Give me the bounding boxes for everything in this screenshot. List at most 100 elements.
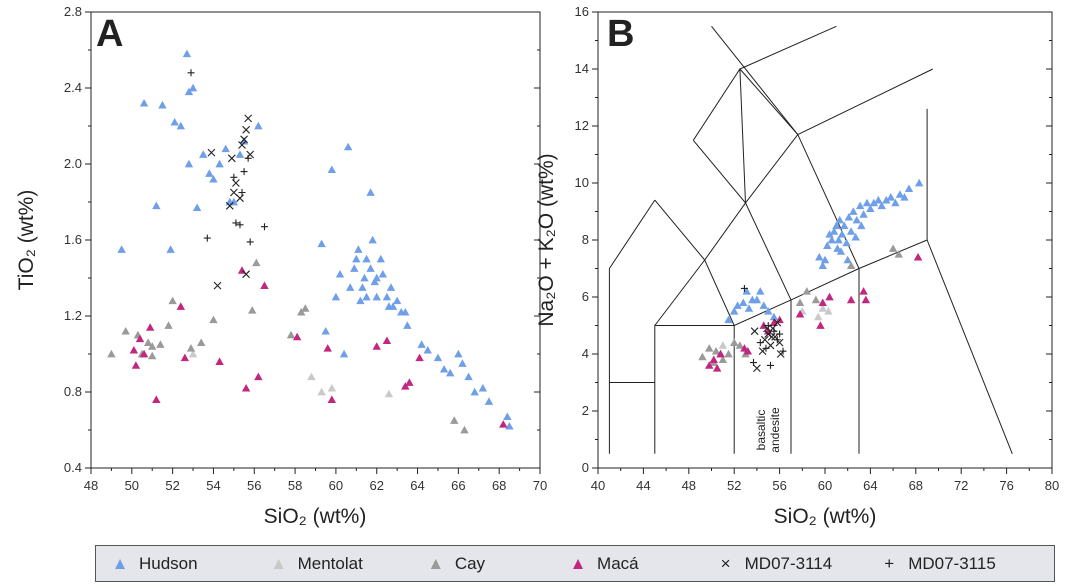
data-point-md07-3114 bbox=[773, 318, 782, 327]
data-point-md07-3114 bbox=[213, 281, 222, 290]
plot-b-frame bbox=[597, 11, 1053, 469]
data-point-cay bbox=[795, 298, 805, 307]
data-point-hudson bbox=[505, 422, 514, 430]
data-point-hudson bbox=[895, 190, 905, 198]
data-point-hudson bbox=[392, 296, 402, 305]
y-tick-label: 12 bbox=[575, 118, 589, 133]
data-point-md07-3115 bbox=[260, 223, 268, 231]
data-point-mac- bbox=[775, 315, 784, 324]
data-point-hudson bbox=[182, 49, 192, 58]
data-point-mac- bbox=[859, 287, 868, 295]
data-point-cay bbox=[450, 416, 459, 424]
data-point-hudson bbox=[877, 201, 886, 210]
triangle-icon: ▲ bbox=[569, 553, 587, 573]
y-tick-label: 16 bbox=[575, 4, 589, 19]
plot-b-points bbox=[698, 178, 924, 373]
x-tick-label: 64 bbox=[863, 478, 877, 493]
data-point-md07-3115 bbox=[762, 344, 770, 352]
data-point-hudson bbox=[842, 238, 851, 247]
x-icon: × bbox=[720, 553, 731, 573]
data-point-mentolat bbox=[813, 312, 823, 321]
data-point-cay bbox=[811, 295, 821, 304]
data-point-hudson bbox=[837, 230, 847, 238]
data-point-hudson bbox=[904, 184, 914, 193]
data-point-hudson bbox=[433, 353, 443, 362]
data-point-mac- bbox=[135, 334, 145, 343]
data-point-cay bbox=[209, 315, 218, 324]
data-point-hudson bbox=[742, 287, 751, 295]
data-point-mac- bbox=[139, 349, 149, 358]
data-point-hudson bbox=[170, 118, 179, 126]
x-tick-label: 64 bbox=[410, 478, 424, 493]
legend: ▲ Hudson ▲ Mentolat ▲ Cay ▲ Macá × MD07-… bbox=[95, 545, 1055, 582]
data-point-hudson bbox=[417, 340, 426, 348]
data-point-hudson bbox=[730, 307, 739, 315]
legend-item-hudson: ▲ Hudson bbox=[109, 554, 198, 574]
data-point-hudson bbox=[818, 261, 827, 270]
data-point-hudson bbox=[366, 188, 375, 196]
data-point-md07-3115 bbox=[236, 221, 244, 229]
data-point-hudson bbox=[733, 301, 742, 309]
data-point-mac- bbox=[743, 346, 753, 355]
data-point-mac- bbox=[825, 292, 834, 301]
data-point-hudson bbox=[352, 254, 361, 263]
data-point-mac- bbox=[241, 384, 251, 392]
x-tick-label: 70 bbox=[533, 478, 547, 493]
data-point-md07-3115 bbox=[770, 327, 778, 335]
tas-boundary-line bbox=[608, 199, 656, 454]
data-point-md07-3115 bbox=[187, 69, 195, 77]
y-tick-label: 2.0 bbox=[64, 156, 82, 171]
plot-a-ticks: 48 50 52 54 56 58 60 62 64 66 68 70 0.4 0.8 1.2 1.6 2.0 2… bbox=[64, 4, 547, 493]
y-tick-label: 0.4 bbox=[64, 460, 82, 475]
data-point-md07-3114 bbox=[242, 270, 250, 279]
data-point-hudson bbox=[188, 83, 198, 92]
tas-boundary-line bbox=[797, 68, 934, 136]
data-point-hudson bbox=[484, 397, 494, 405]
data-point-cay bbox=[730, 338, 739, 346]
data-point-cay bbox=[894, 250, 903, 258]
data-point-cay bbox=[705, 344, 714, 352]
x-tick-label: 68 bbox=[909, 478, 923, 493]
data-point-hudson bbox=[764, 307, 773, 315]
data-point-cay bbox=[248, 306, 257, 314]
data-point-hudson bbox=[184, 159, 194, 168]
data-point-hudson bbox=[859, 210, 868, 218]
data-point-mac- bbox=[709, 355, 718, 364]
tas-boundary-line bbox=[692, 139, 792, 301]
data-point-hudson bbox=[464, 372, 473, 381]
data-point-md07-3114 bbox=[750, 327, 759, 336]
data-point-hudson bbox=[851, 232, 860, 241]
data-point-hudson bbox=[335, 270, 345, 278]
x-tick-label: 56 bbox=[247, 478, 261, 493]
data-point-cay bbox=[301, 304, 310, 312]
data-point-hudson bbox=[882, 195, 891, 204]
data-point-hudson bbox=[317, 239, 326, 248]
data-point-hudson bbox=[470, 387, 479, 396]
data-point-cay bbox=[888, 244, 898, 252]
data-point-md07-3115 bbox=[764, 322, 772, 329]
data-point-md07-3114 bbox=[753, 364, 761, 373]
panel-a-letter: A bbox=[96, 13, 123, 55]
data-point-hudson bbox=[372, 292, 381, 301]
x-tick-label: 40 bbox=[591, 478, 605, 493]
data-point-cay bbox=[286, 330, 296, 339]
plot-b-xlabel: SiO₂ (wt%) bbox=[774, 505, 877, 528]
y-tick-label: 14 bbox=[575, 61, 589, 76]
data-point-mac- bbox=[913, 252, 923, 261]
data-point-hudson bbox=[339, 349, 349, 358]
panel-a: 48 50 52 54 56 58 60 62 64 66 68 70 0.4 0.8 1.2 1.6 2.0 2… bbox=[15, 4, 547, 528]
tas-boundary-line bbox=[692, 68, 799, 141]
data-point-md07-3114 bbox=[207, 148, 216, 157]
plot-a-xlabel: SiO₂ (wt%) bbox=[264, 505, 367, 528]
data-point-mac- bbox=[846, 295, 856, 304]
data-point-hudson bbox=[384, 302, 394, 310]
data-point-mentolat bbox=[317, 387, 326, 396]
x-tick-label: 52 bbox=[165, 478, 179, 493]
data-point-hudson bbox=[158, 100, 167, 109]
data-point-hudson bbox=[724, 315, 733, 324]
x-tick-label: 54 bbox=[206, 478, 220, 493]
data-point-cay bbox=[802, 287, 812, 295]
data-point-mac- bbox=[145, 323, 155, 331]
data-point-hudson bbox=[117, 245, 126, 253]
data-point-hudson bbox=[815, 252, 824, 261]
